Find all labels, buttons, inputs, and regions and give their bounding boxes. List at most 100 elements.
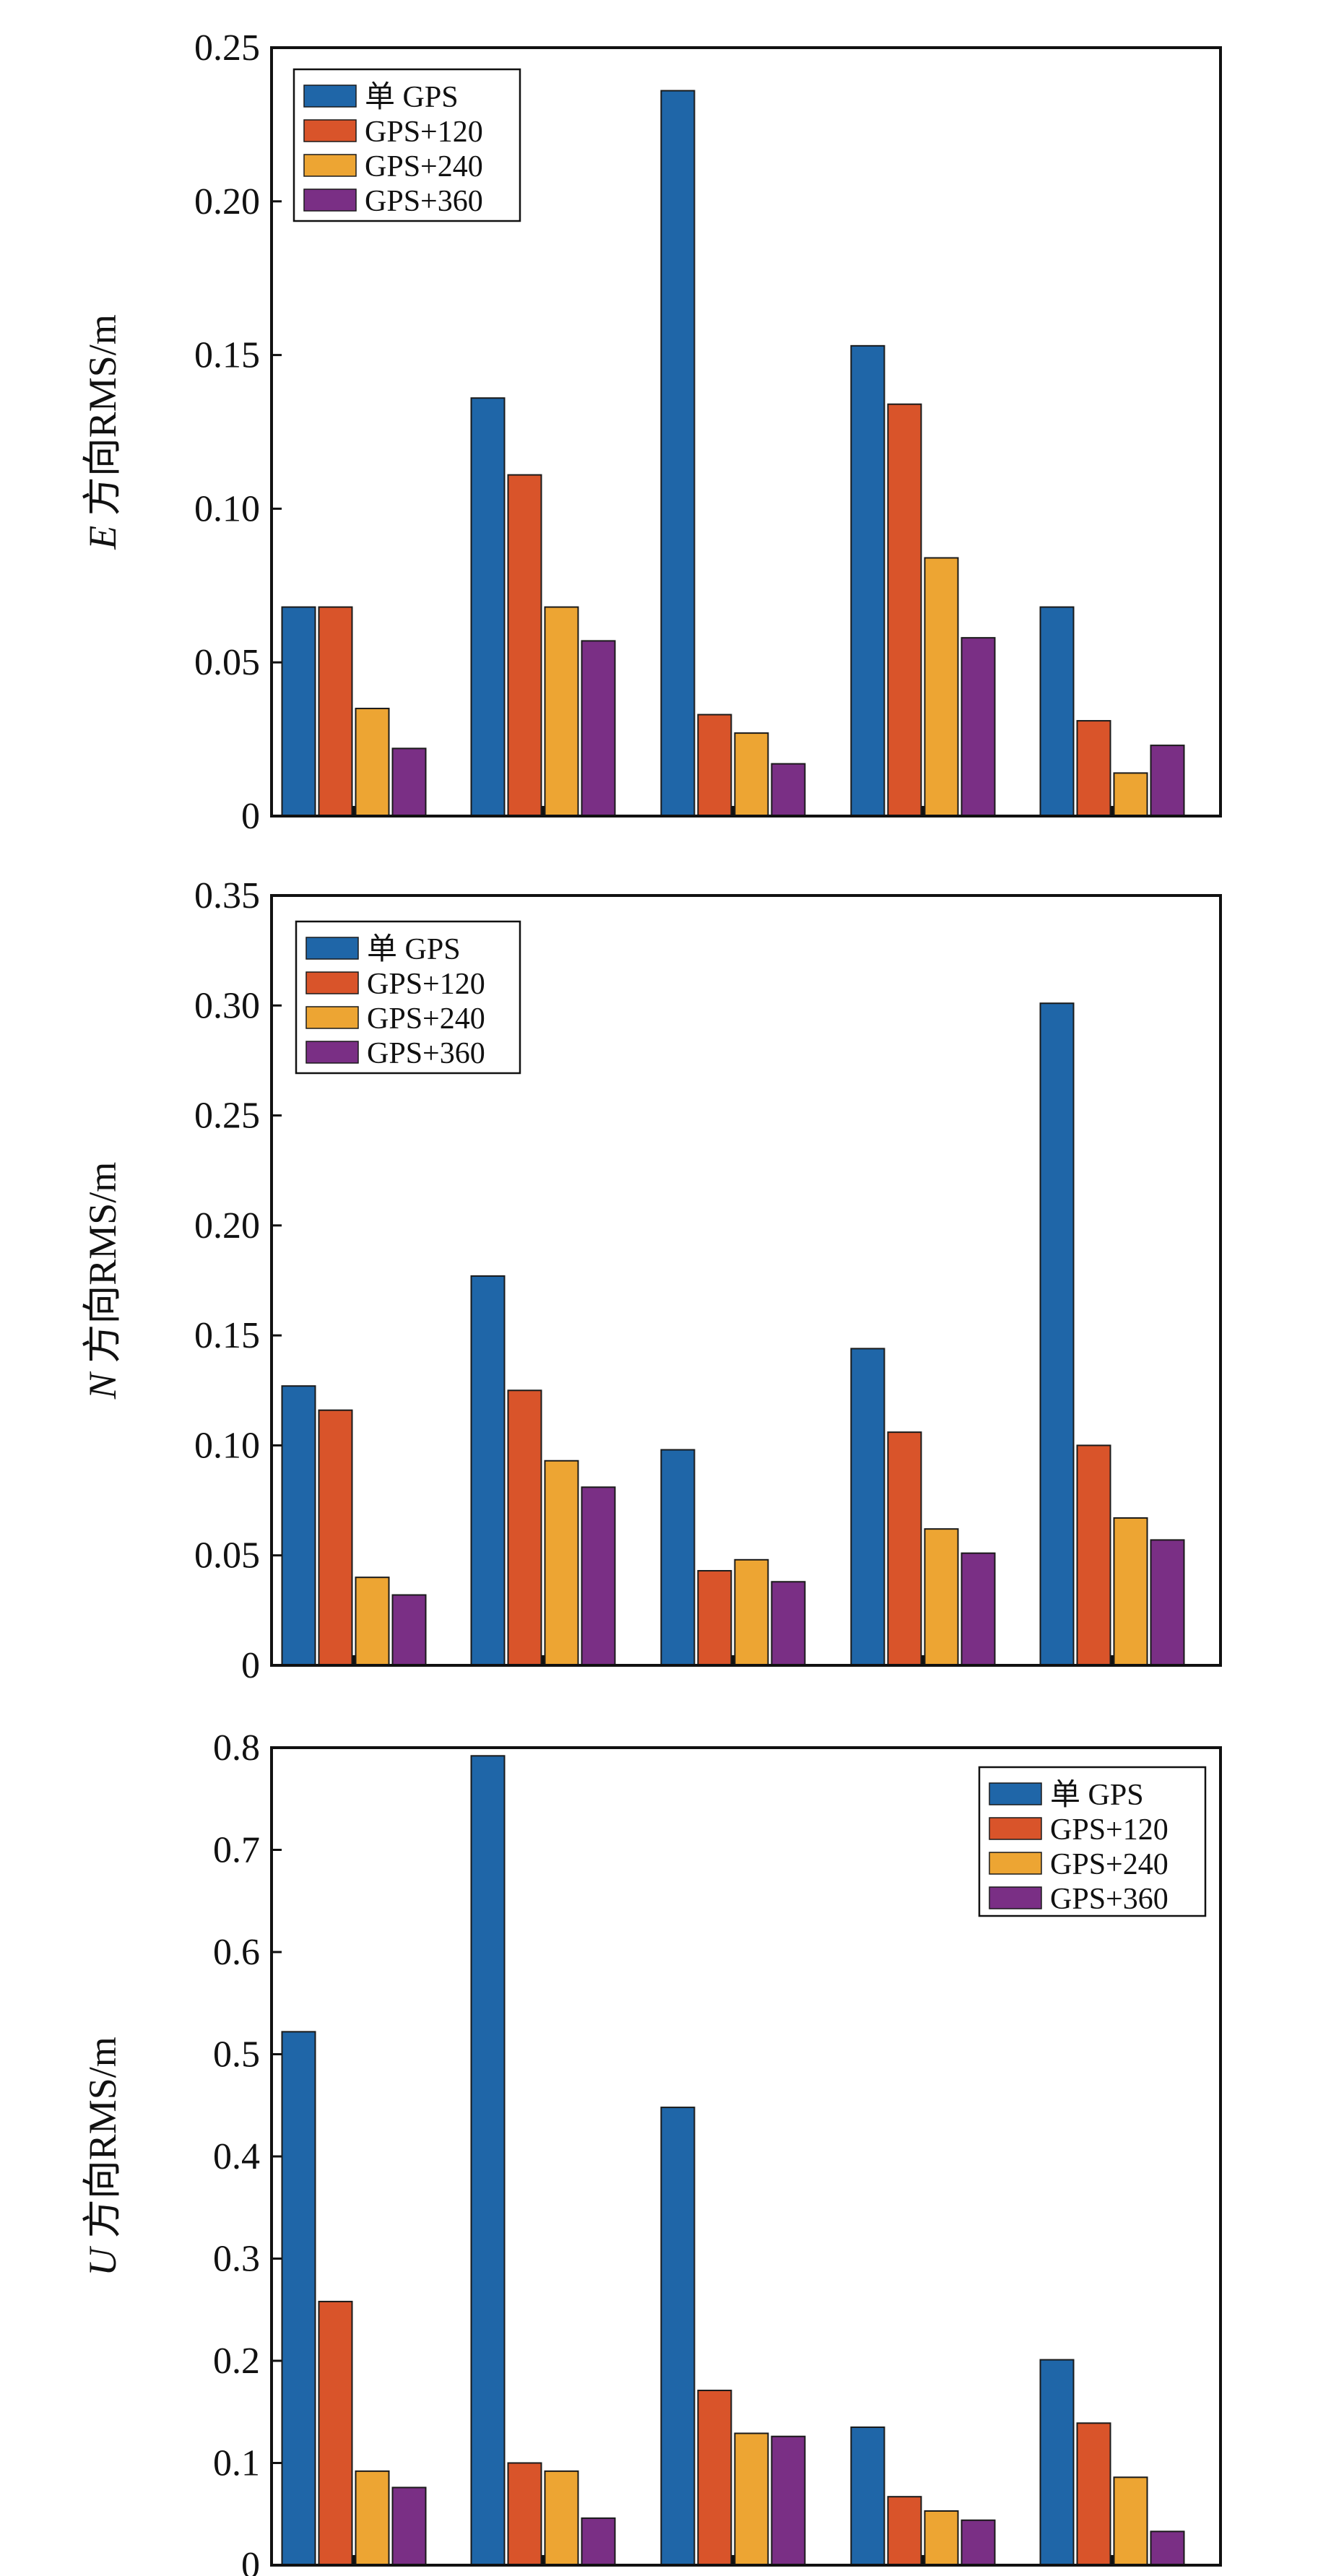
- legend-label-0: 单 GPS: [365, 81, 459, 114]
- bar-fucn-series-2: [1113, 2476, 1148, 2567]
- bar-cpvg-series-0: [281, 606, 316, 817]
- y-axis-label-text: 方向RMS/m: [81, 2037, 124, 2248]
- legend-label-0: 单 GPS: [367, 933, 461, 966]
- bar-fucn-series-3: [1150, 2531, 1185, 2566]
- plot-frame: [270, 46, 1222, 818]
- bar-wuh2-series-3: [581, 2517, 616, 2566]
- y-tick-label: 0.25: [194, 27, 260, 69]
- bar-iisc-series-1: [887, 403, 922, 817]
- bar-koug-series-0: [660, 2107, 695, 2567]
- bar-cpvg-series-1: [318, 606, 353, 817]
- y-tick-label: 0.20: [194, 181, 260, 222]
- y-tick-label: 0.35: [194, 875, 260, 916]
- bar-koug-series-0: [660, 90, 695, 818]
- y-tick-label: 0.10: [194, 1425, 260, 1466]
- y-tick-label: 0: [241, 1645, 260, 1686]
- legend-swatch-2: [303, 154, 357, 177]
- y-tick-label: 0.8: [213, 1727, 260, 1769]
- legend-label-1: GPS+120: [1050, 1813, 1169, 1847]
- y-axis-label-letter: N: [81, 1371, 124, 1400]
- y-tick-label: 0.10: [194, 488, 260, 529]
- legend-label-1: GPS+120: [367, 968, 485, 1001]
- bar-iisc-series-2: [924, 1528, 959, 1667]
- bar-wuh2-series-1: [507, 1389, 542, 1667]
- bar-fucn-series-2: [1113, 772, 1148, 818]
- bar-iisc-series-2: [924, 557, 959, 817]
- y-tick-label: 0.1: [213, 2443, 260, 2484]
- legend-label-2: GPS+240: [1050, 1848, 1169, 1881]
- y-axis-label: E 方向RMS/m: [81, 314, 124, 550]
- y-tick-label: 0.15: [194, 335, 260, 376]
- legend-swatch-1: [303, 119, 357, 142]
- bar-wuh2-series-3: [581, 640, 616, 818]
- legend-label-1: GPS+120: [365, 116, 483, 149]
- bar-koug-series-1: [697, 714, 732, 817]
- y-axis-label-letter: E: [81, 526, 124, 550]
- bar-wuh2-series-1: [507, 474, 542, 817]
- bar-iisc-series-3: [961, 637, 996, 817]
- bar-wuh2-series-0: [470, 1755, 506, 2567]
- bar-wuh2-series-2: [544, 1460, 579, 1666]
- y-tick-label: 0: [241, 2545, 260, 2576]
- y-tick-label: 0.15: [194, 1315, 260, 1356]
- bar-cpvg-series-3: [391, 2486, 427, 2566]
- legend-label-2: GPS+240: [367, 1002, 485, 1036]
- bar-fucn-series-3: [1150, 745, 1185, 818]
- y-tick-label: 0: [241, 796, 260, 837]
- bar-iisc-series-3: [961, 1552, 996, 1666]
- legend-swatch-1: [305, 971, 359, 994]
- e-rms-panel: 0 0.05 0.10 0.15 0.20 0.25 E 方向RMS/m 单 GPSGPS+1…: [81, 27, 1222, 837]
- y-tick-label: 0.30: [194, 985, 260, 1026]
- bar-fucn-series-0: [1039, 606, 1075, 817]
- bar-wuh2-series-1: [507, 2462, 542, 2566]
- legend-swatch-0: [989, 1782, 1042, 1805]
- bar-koug-series-1: [697, 1570, 732, 1666]
- bar-wuh2-series-2: [544, 606, 579, 817]
- legend-swatch-1: [989, 1817, 1042, 1840]
- legend-swatch-3: [303, 188, 357, 212]
- n-rms-panel: 0 0.05 0.10 0.15 0.20 0.25 0.30 0.35 N 方向RMS/m 单 …: [81, 875, 1222, 1686]
- y-tick-label: 0.05: [194, 642, 260, 683]
- bar-iisc-series-1: [887, 2496, 922, 2567]
- legend-label-2: GPS+240: [365, 150, 483, 183]
- bar-fucn-series-1: [1076, 1444, 1111, 1667]
- legend-swatch-2: [305, 1006, 359, 1029]
- bar-cpvg-series-3: [391, 1594, 427, 1666]
- y-axis-label: U 方向RMS/m: [81, 2037, 124, 2276]
- y-axis-label-letter: U: [81, 2246, 124, 2276]
- y-tick-label: 0.6: [213, 1932, 260, 1973]
- legend-label-3: GPS+360: [365, 185, 483, 218]
- bar-iisc-series-1: [887, 1431, 922, 1666]
- bar-koug-series-3: [771, 2435, 806, 2566]
- bar-koug-series-3: [771, 763, 806, 817]
- legend-swatch-2: [989, 1852, 1042, 1875]
- bar-fucn-series-1: [1076, 720, 1111, 818]
- y-axis-label: N 方向RMS/m: [81, 1162, 124, 1400]
- bar-koug-series-2: [734, 1558, 769, 1666]
- legend-swatch-0: [303, 84, 357, 108]
- legend-label-3: GPS+360: [367, 1037, 485, 1070]
- bar-cpvg-series-0: [281, 2031, 316, 2567]
- y-tick-label: 0.4: [213, 2136, 260, 2177]
- y-axis-label-text: 方向RMS/m: [81, 1162, 124, 1374]
- bar-koug-series-0: [660, 1449, 695, 1667]
- bar-fucn-series-3: [1150, 1539, 1185, 1666]
- bar-fucn-series-2: [1113, 1517, 1148, 1667]
- bar-koug-series-2: [734, 732, 769, 818]
- bar-iisc-series-2: [924, 2510, 959, 2566]
- y-axis-label-text: 方向RMS/m: [81, 314, 124, 526]
- legend-swatch-3: [989, 1886, 1042, 1909]
- legend-label-3: GPS+360: [1050, 1883, 1169, 1916]
- bar-iisc-series-3: [961, 2519, 996, 2566]
- bar-cpvg-series-2: [355, 1577, 390, 1666]
- bar-wuh2-series-2: [544, 2470, 579, 2567]
- bar-cpvg-series-0: [281, 1385, 316, 1667]
- u-rms-panel: 00.10.20.30.40.50.60.70.8CPVGWUH2KOUGIIS…: [81, 1727, 1222, 2576]
- bar-iisc-series-0: [850, 344, 885, 818]
- bar-koug-series-1: [697, 2390, 732, 2566]
- bar-cpvg-series-1: [318, 1409, 353, 1666]
